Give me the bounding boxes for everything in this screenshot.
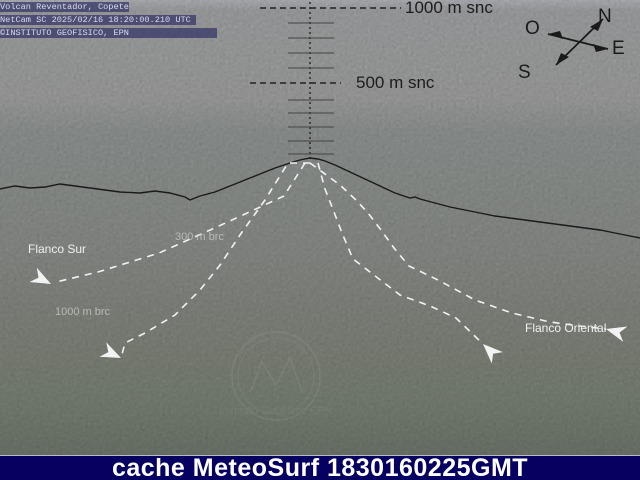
svg-text:Instituto Geofisico EPN: Instituto Geofisico EPN	[219, 405, 332, 417]
